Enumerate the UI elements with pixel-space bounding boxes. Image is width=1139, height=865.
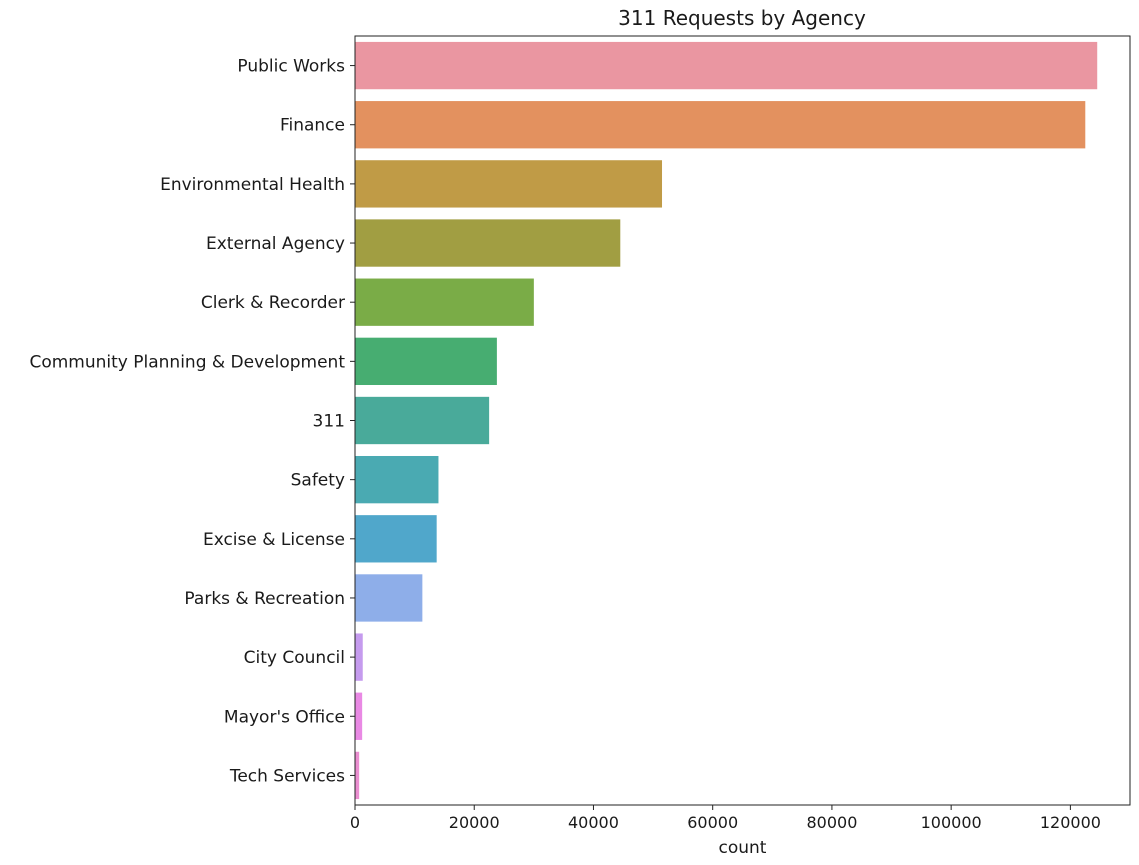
y-tick-label: Public Works [237, 57, 345, 77]
y-tick-label: Community Planning & Development [29, 352, 345, 372]
chart-title: 311 Requests by Agency [618, 6, 866, 30]
bar [355, 337, 497, 386]
x-axis-label: count [719, 838, 767, 858]
x-tick-label: 80000 [806, 813, 857, 832]
bar [355, 219, 621, 267]
bar [355, 751, 360, 800]
y-axis-labels: Public Works Finance Environmental Health E… [29, 57, 355, 786]
bar [355, 633, 363, 681]
bar [355, 160, 663, 208]
x-tick-label: 120000 [1040, 813, 1101, 832]
plot-frame [354, 35, 1131, 806]
y-tick-label: Parks & Recreation [184, 589, 345, 609]
y-tick-label: Excise & License [203, 530, 345, 550]
y-tick-label: Safety [291, 471, 345, 491]
x-axis-ticks: 0 20000 40000 60000 80000 100000 120000 [350, 805, 1101, 832]
bar [355, 41, 1098, 90]
y-tick-label: City Council [244, 648, 345, 668]
bars-group [355, 41, 1098, 800]
y-tick-label: 311 [313, 412, 345, 432]
bar [355, 455, 439, 504]
y-tick-label: Tech Services [229, 766, 345, 786]
y-tick-label: External Agency [206, 234, 345, 254]
x-tick-label: 0 [350, 813, 360, 832]
x-tick-label: 100000 [921, 813, 982, 832]
x-tick-label: 40000 [568, 813, 619, 832]
y-tick-label: Clerk & Recorder [201, 293, 345, 313]
bar [355, 278, 534, 326]
bar [355, 101, 1086, 149]
bar [355, 692, 363, 740]
x-tick-label: 60000 [687, 813, 738, 832]
bar [355, 396, 490, 445]
x-tick-label: 20000 [449, 813, 500, 832]
y-tick-label: Mayor's Office [224, 707, 345, 727]
y-tick-label: Environmental Health [160, 175, 345, 195]
y-tick-label: Finance [280, 116, 345, 136]
bar [355, 515, 437, 563]
bar [355, 574, 423, 622]
